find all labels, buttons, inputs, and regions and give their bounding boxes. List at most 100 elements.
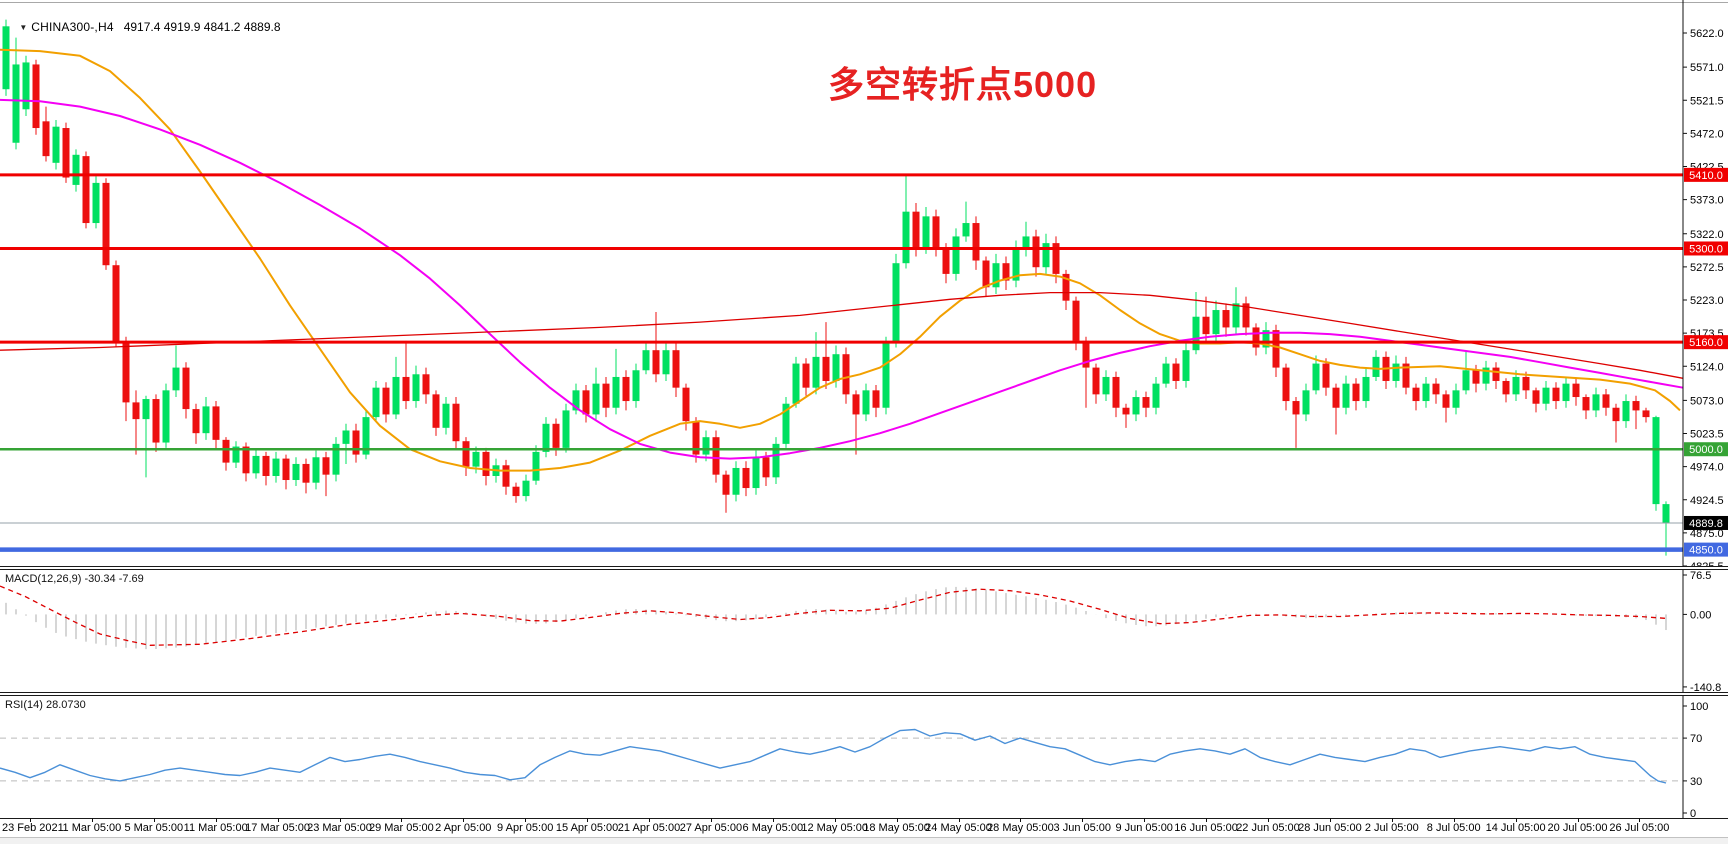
candle-body bbox=[192, 409, 200, 434]
candle-body bbox=[962, 223, 970, 237]
candle-body bbox=[1272, 330, 1280, 368]
candle-body bbox=[1642, 410, 1650, 418]
candle-body bbox=[212, 406, 220, 440]
x-tick bbox=[30, 818, 31, 822]
candle-body bbox=[62, 128, 70, 178]
chevron-down-icon[interactable]: ▼ bbox=[19, 23, 28, 32]
price-badge-label: 5160.0 bbox=[1689, 337, 1723, 349]
candle-body bbox=[1422, 383, 1430, 402]
symbol-timeframe: CHINA300-,H4 bbox=[31, 20, 114, 34]
x-tick bbox=[153, 818, 155, 822]
candle-body bbox=[832, 354, 840, 381]
rsi-line bbox=[0, 728, 1667, 784]
y-tick-label: 5124.0 bbox=[1690, 361, 1724, 373]
candle-body bbox=[972, 223, 980, 261]
macd-tick-label: 0.00 bbox=[1690, 609, 1711, 621]
chart-header: ▼ CHINA300-,H4 4917.4 4919.9 4841.2 4889.8 bbox=[6, 6, 281, 48]
candle-body bbox=[422, 374, 430, 395]
candle-body bbox=[1262, 330, 1270, 348]
candle-body bbox=[912, 211, 920, 248]
candle-body bbox=[1662, 504, 1670, 523]
candle-body bbox=[842, 354, 850, 395]
y-tick-label: 5272.5 bbox=[1690, 262, 1724, 274]
y-tick-label: 5373.0 bbox=[1690, 195, 1724, 207]
x-tick bbox=[215, 818, 217, 822]
candle-body bbox=[202, 406, 210, 434]
candle-body bbox=[1232, 303, 1240, 328]
candle-body bbox=[1242, 303, 1250, 328]
candle-body bbox=[1002, 263, 1010, 281]
candle-body bbox=[1542, 387, 1550, 404]
candle-body bbox=[522, 480, 530, 497]
candle-body bbox=[1012, 249, 1020, 281]
price-badge bbox=[1684, 442, 1728, 457]
candle-body bbox=[512, 486, 520, 497]
x-axis-label: 22 Jun 05:00 bbox=[1236, 822, 1300, 834]
x-tick bbox=[587, 818, 589, 822]
price-badge-label: 4889.8 bbox=[1689, 518, 1723, 530]
x-tick bbox=[1268, 818, 1269, 822]
candle-body bbox=[1612, 407, 1620, 422]
candle-body bbox=[412, 374, 420, 402]
candle-body bbox=[632, 370, 640, 402]
x-axis-label: 15 Apr 05:00 bbox=[555, 822, 619, 834]
candle-body bbox=[22, 62, 30, 110]
x-tick bbox=[339, 818, 341, 822]
panel-separator[interactable] bbox=[0, 566, 1728, 570]
candle-body bbox=[432, 394, 440, 428]
candle-body bbox=[1042, 243, 1050, 268]
annotation-text: 多空转折点5000 bbox=[828, 64, 1098, 105]
candle-body bbox=[292, 463, 300, 481]
candle-body bbox=[562, 410, 570, 448]
candle-body bbox=[162, 390, 170, 443]
candle-body bbox=[932, 216, 940, 248]
candle-body bbox=[752, 457, 760, 489]
candle-body bbox=[1152, 383, 1160, 408]
candle-body bbox=[1492, 367, 1500, 381]
candle-body bbox=[1132, 397, 1140, 415]
candle-body bbox=[1572, 383, 1580, 398]
panel-separator[interactable] bbox=[0, 692, 1728, 696]
price-badge bbox=[1684, 167, 1728, 182]
macd-panel-canvas[interactable]: 76.5 0.00 -140.8 bbox=[0, 570, 1728, 692]
candle-body bbox=[1592, 394, 1600, 411]
candle-body bbox=[822, 356, 830, 381]
candle-body bbox=[1032, 236, 1040, 268]
candle-body bbox=[882, 343, 890, 408]
x-axis-label: 12 May 05:00 bbox=[801, 822, 869, 834]
candle-body bbox=[1472, 370, 1480, 384]
candle-body bbox=[1052, 243, 1060, 274]
candle-body bbox=[772, 443, 780, 478]
candle-body bbox=[1502, 380, 1510, 395]
candle-body bbox=[1092, 367, 1100, 395]
candle-body bbox=[782, 403, 790, 444]
candle-body bbox=[1352, 383, 1360, 402]
x-axis-label: 9 Jun 05:00 bbox=[1115, 822, 1173, 834]
candle-body bbox=[372, 387, 380, 418]
candle-body bbox=[952, 236, 960, 274]
rsi-tick-label: 70 bbox=[1690, 733, 1702, 745]
candle-body bbox=[742, 467, 750, 489]
macd-label: MACD(12,26,9) -30.34 -7.69 bbox=[5, 573, 144, 585]
x-axis-label: 1 Mar 05:00 bbox=[62, 822, 122, 834]
x-tick bbox=[277, 818, 279, 822]
x-axis-label: 27 Apr 05:00 bbox=[679, 822, 743, 834]
time-axis[interactable]: 23 Feb 2021 1 Mar 05:00 5 Mar 05:00 11 Mar … bbox=[0, 818, 1728, 836]
candle-body bbox=[802, 363, 810, 388]
candle-body bbox=[1172, 363, 1180, 381]
candle-body bbox=[172, 367, 180, 391]
candle-body bbox=[662, 350, 670, 375]
candle-body bbox=[322, 457, 330, 475]
ohlc-values: 4917.4 4919.9 4841.2 4889.8 bbox=[123, 20, 281, 34]
candle-body bbox=[462, 441, 470, 467]
rsi-panel-canvas[interactable]: 100 70 30 0 bbox=[0, 696, 1728, 818]
candle-body bbox=[1102, 376, 1110, 395]
candle-body bbox=[32, 64, 40, 129]
main-chart-canvas[interactable]: 5622.05571.05521.55472.05422.55373.05322… bbox=[0, 0, 1728, 568]
candle-body bbox=[542, 423, 550, 452]
x-tick bbox=[1144, 818, 1146, 822]
candle-body bbox=[332, 443, 340, 475]
x-axis-label: 6 May 05:00 bbox=[742, 822, 804, 834]
candle-body bbox=[1482, 367, 1490, 384]
price-badge-label: 5300.0 bbox=[1689, 243, 1723, 255]
